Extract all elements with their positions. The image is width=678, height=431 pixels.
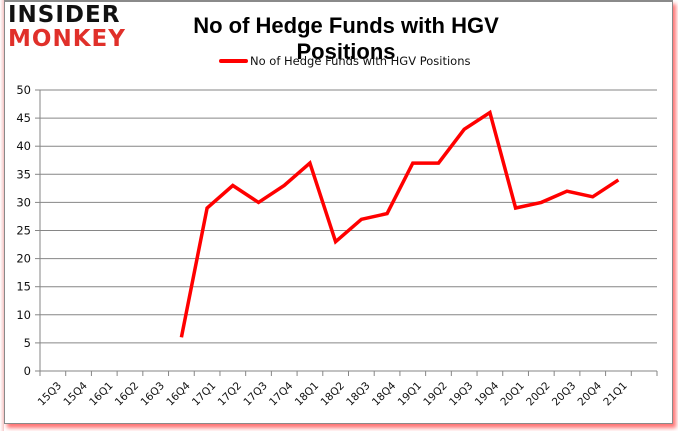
x-tick-label: 19Q4 — [473, 380, 502, 409]
legend-label: No of Hedge Funds with HGV Positions — [250, 54, 471, 68]
x-tick-label: 20Q4 — [576, 380, 605, 409]
x-tick-label: 20Q3 — [550, 380, 579, 409]
x-tick-label: 18Q1 — [293, 380, 322, 409]
x-tick-label: 20Q1 — [498, 380, 527, 409]
x-tick-label: 18Q3 — [344, 380, 373, 409]
gridlines — [35, 89, 657, 372]
x-tick-label: 17Q1 — [190, 380, 219, 409]
x-tick-label: 17Q2 — [216, 380, 245, 409]
x-tick-label: 16Q1 — [87, 380, 116, 409]
y-tick-label: 50 — [16, 83, 31, 97]
x-tick-label: 15Q3 — [36, 380, 65, 409]
x-tick-label: 16Q4 — [164, 380, 193, 409]
x-axis-ticks: 15Q315Q416Q116Q216Q316Q417Q117Q217Q317Q4… — [36, 371, 658, 409]
x-tick-label: 19Q1 — [396, 380, 425, 409]
logo-line-1: INSIDER — [8, 2, 121, 28]
y-tick-label: 25 — [16, 224, 31, 238]
y-tick-label: 10 — [16, 308, 31, 322]
x-tick-label: 18Q4 — [370, 380, 399, 409]
x-tick-label: 17Q3 — [241, 380, 270, 409]
x-tick-label: 16Q2 — [113, 380, 142, 409]
x-tick-label: 19Q2 — [421, 380, 450, 409]
x-tick-label: 17Q4 — [267, 380, 296, 409]
x-tick-label: 18Q2 — [318, 380, 347, 409]
legend-line-swatch-icon — [219, 59, 248, 63]
insider-monkey-logo: INSIDER MONKEY — [8, 4, 128, 51]
y-tick-label: 15 — [16, 280, 31, 294]
x-tick-label: 21Q1 — [601, 380, 630, 409]
series-line-hedge-funds — [179, 109, 620, 338]
x-tick-label: 19Q3 — [447, 380, 476, 409]
y-tick-label: 20 — [16, 252, 31, 266]
chart-frame — [4, 0, 673, 424]
chart-legend: No of Hedge Funds with HGV Positions — [219, 54, 471, 68]
x-tick-label: 16Q3 — [139, 380, 168, 409]
x-tick-label: 15Q4 — [61, 380, 90, 409]
y-tick-label: 30 — [16, 195, 31, 209]
chart-title: No of Hedge Funds with HGV Positions — [193, 13, 499, 64]
y-axis-ticks: 0 5 10 15 20 25 30 35 40 45 50 — [16, 83, 31, 378]
x-tick-label: 20Q2 — [524, 380, 553, 409]
y-tick-label: 45 — [16, 111, 31, 125]
y-tick-label: 40 — [16, 139, 31, 153]
logo-line-2: MONKEY — [8, 26, 126, 52]
left-edge-decoration — [0, 0, 4, 431]
y-tick-label: 0 — [24, 364, 31, 378]
y-tick-label: 5 — [24, 336, 31, 350]
y-tick-label: 35 — [16, 167, 31, 181]
